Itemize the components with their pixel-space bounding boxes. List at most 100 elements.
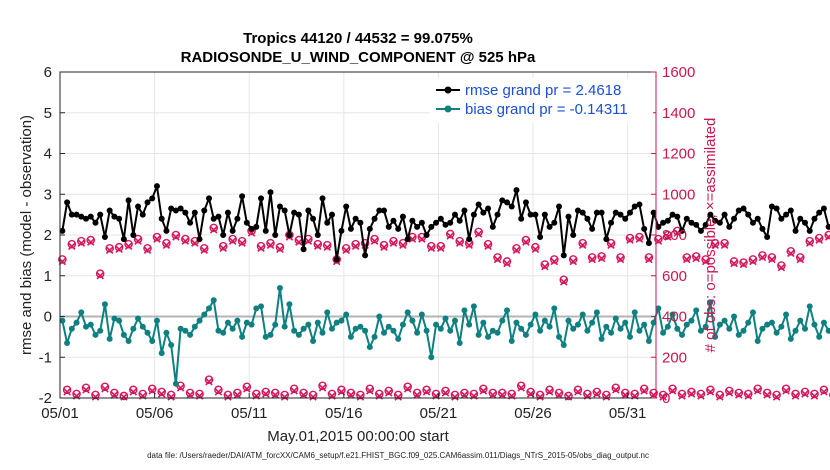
bias-point	[574, 321, 581, 328]
obs-assimilated-marker	[645, 255, 653, 264]
legend: rmse grand pr = 2.4618 bias grand pr = -…	[430, 78, 653, 123]
obs-possible-marker	[275, 242, 285, 252]
obs-assimilated-marker	[186, 391, 194, 399]
rmse-point	[224, 209, 231, 216]
obs-assimilated-marker	[176, 384, 185, 392]
bias-point	[300, 325, 307, 332]
obs-assimilated-marker	[503, 259, 511, 268]
obs-assimilated-marker	[626, 236, 634, 244]
obs-possible-marker	[266, 238, 275, 248]
obs-assimilated-marker	[720, 241, 729, 249]
obs-assimilated-marker	[243, 385, 251, 393]
rmse-point	[645, 240, 652, 247]
obs-assimilated-marker	[635, 235, 644, 243]
bias-point	[778, 323, 785, 330]
rmse-point	[423, 232, 430, 238]
rmse-point	[272, 232, 279, 238]
bias-point	[106, 335, 113, 342]
obs-assimilated-marker	[228, 237, 237, 245]
obs-assimilated-marker	[597, 254, 606, 263]
obs-assimilated-marker	[384, 389, 393, 397]
obs-assimilated-marker	[181, 237, 190, 245]
bias-point	[433, 321, 440, 328]
bias-point	[437, 325, 444, 332]
bias-point	[702, 323, 709, 330]
obs-assimilated-marker	[574, 388, 582, 396]
bias-point	[451, 317, 458, 324]
obs-possible-marker	[706, 385, 715, 395]
obs-possible-marker	[209, 223, 219, 233]
obs-possible-marker	[691, 252, 701, 261]
bias-point	[272, 321, 279, 328]
obs-possible-marker	[758, 251, 767, 260]
rmse-point	[92, 219, 99, 226]
rmse-point	[291, 209, 298, 216]
obs-assimilated-marker	[356, 393, 365, 401]
obs-assimilated-marker	[394, 393, 402, 401]
rmse-point	[390, 217, 397, 224]
bias-point	[182, 327, 189, 334]
bias-point	[560, 342, 567, 349]
rmse-point	[475, 201, 482, 208]
obs-possible-marker	[564, 391, 573, 401]
bias-point	[267, 331, 274, 338]
obs-assimilated-marker	[205, 377, 213, 386]
obs-assimilated-marker	[299, 391, 308, 399]
rmse-point	[64, 199, 71, 206]
obs-assimilated-marker	[493, 255, 502, 264]
obs-assimilated-marker	[810, 392, 819, 400]
observation-count-markers	[58, 223, 830, 401]
rmse-point	[120, 236, 127, 243]
rmse-point	[125, 197, 132, 204]
obs-assimilated-marker	[687, 390, 696, 398]
rmse-point	[470, 211, 477, 218]
bias-point	[357, 323, 364, 330]
bias-point	[130, 325, 137, 332]
obs-assimilated-marker	[271, 391, 279, 399]
obs-possible-marker	[554, 388, 564, 398]
obs-possible-marker	[91, 390, 100, 400]
bias-point	[825, 327, 830, 334]
bias-point	[475, 331, 482, 338]
obs-assimilated-marker	[437, 244, 445, 253]
obs-possible-marker	[185, 388, 195, 398]
y-axis-label: rmse and bias (model - observation)	[18, 115, 35, 355]
bias-point	[754, 337, 761, 344]
obs-assimilated-marker	[805, 239, 814, 247]
obs-assimilated-marker	[157, 390, 166, 398]
obs-possible-marker	[805, 236, 815, 246]
rmse-point	[144, 199, 151, 206]
obs-possible-marker	[445, 229, 455, 239]
obs-assimilated-marker	[787, 249, 795, 258]
obs-assimilated-marker	[304, 237, 313, 245]
bias-point	[239, 333, 246, 340]
obs-assimilated-marker	[276, 245, 284, 254]
rmse-point	[593, 209, 600, 216]
rmse-point	[404, 236, 411, 243]
obs-possible-marker	[573, 385, 583, 395]
rmse-point	[305, 207, 312, 214]
obs-possible-marker	[772, 390, 781, 400]
rmse-point	[172, 207, 179, 214]
rmse-point	[589, 225, 596, 232]
obs-possible-marker	[181, 234, 190, 244]
obs-possible-marker	[677, 389, 687, 399]
bias-point	[153, 317, 160, 324]
bias-point	[404, 309, 411, 316]
obs-possible-marker	[526, 387, 535, 397]
bias-point	[144, 329, 151, 336]
rmse-point	[366, 225, 373, 232]
rmse-point	[783, 211, 790, 218]
y-tick-label: 0	[44, 309, 52, 326]
bias-point	[740, 327, 747, 334]
bias-point	[802, 325, 808, 332]
obs-possible-marker	[256, 241, 266, 251]
bias-point	[83, 323, 90, 330]
obs-possible-marker	[114, 242, 124, 252]
bias-point	[485, 333, 492, 340]
rmse-point	[721, 211, 728, 218]
obs-possible-marker	[635, 232, 644, 242]
obs-assimilated-marker	[68, 242, 76, 250]
rmse-point	[679, 227, 686, 234]
rmse-point	[598, 209, 605, 216]
